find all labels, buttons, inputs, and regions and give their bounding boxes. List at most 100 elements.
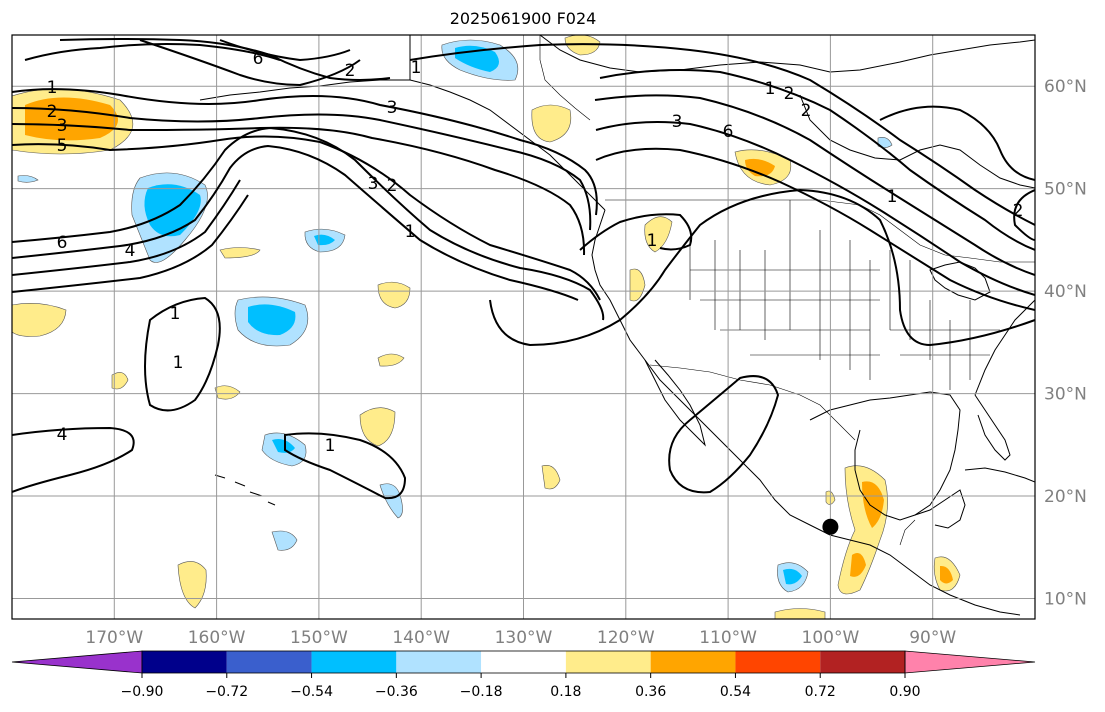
lon-tick-label: 90°W xyxy=(909,628,956,648)
shade-positive xyxy=(111,372,129,390)
colorbar-tick-label: −0.18 xyxy=(460,684,503,700)
contour-line xyxy=(144,296,221,412)
colorbar-bin xyxy=(311,651,397,673)
shade-positive xyxy=(531,104,572,143)
contour-line xyxy=(139,39,361,87)
contour-line xyxy=(409,43,1035,226)
shade-negative xyxy=(17,175,39,183)
contour-label: 4 xyxy=(57,425,68,445)
colorbar-bin xyxy=(226,651,312,673)
border-mexico-guatemala xyxy=(899,519,916,546)
contour-line xyxy=(12,107,592,231)
border-alaska-canada xyxy=(539,35,591,121)
lon-tick-label: 100°W xyxy=(802,628,860,648)
shade-positive xyxy=(214,385,241,400)
lat-tick-label: 60°N xyxy=(1044,77,1087,97)
lon-tick-label: 170°W xyxy=(85,628,143,648)
contour-label: 1 xyxy=(47,78,58,98)
contour-line xyxy=(12,123,586,256)
shade-positive-strong xyxy=(862,481,884,528)
contour-line xyxy=(12,88,598,216)
colorbar-tick-label: −0.54 xyxy=(290,684,333,700)
shade-negative xyxy=(271,530,298,551)
contour-line xyxy=(668,375,780,494)
shade-positive-strong xyxy=(745,158,775,177)
lat-tick-label: 20°N xyxy=(1044,487,1087,507)
contour-label: 2 xyxy=(801,101,812,121)
contour-line xyxy=(1013,189,1035,241)
colorbar-extend-high xyxy=(904,650,1036,674)
contour-line xyxy=(284,432,407,500)
shade-positive xyxy=(377,353,405,367)
colorbar-outline xyxy=(141,650,906,674)
lon-tick-label: 110°W xyxy=(699,628,757,648)
contour-line xyxy=(594,94,1035,276)
contour-label: 1 xyxy=(411,58,422,78)
lon-tick-label: 160°W xyxy=(188,628,246,648)
contour-line xyxy=(12,426,135,493)
latitude-tick-labels: 60°N 50°N 40°N 30°N 20°N 10°N xyxy=(1044,77,1087,609)
contour-line xyxy=(489,188,1035,347)
colorbar-bin xyxy=(735,651,821,673)
colorbar-tick-label: −0.90 xyxy=(121,684,164,700)
shade-negative-strong xyxy=(248,304,296,336)
coastline-alaska xyxy=(409,35,606,211)
colorbar-tick-label: 0.18 xyxy=(550,684,581,700)
coastline-east xyxy=(974,299,1035,396)
shade-positive-strong xyxy=(25,97,118,141)
coastline-gulf xyxy=(809,391,961,521)
anomaly-shading xyxy=(12,35,961,619)
lat-tick-label: 50°N xyxy=(1044,180,1087,200)
shade-positive xyxy=(629,268,646,302)
colorbar-tick-label: 0.72 xyxy=(805,684,836,700)
contour-label: 3 xyxy=(672,112,683,132)
contour-label: 1 xyxy=(405,222,416,242)
shade-positive xyxy=(219,247,261,259)
contour-label: 3 xyxy=(387,98,398,118)
contour-label: 5 xyxy=(57,136,68,156)
shade-positive xyxy=(541,465,561,490)
colorbar xyxy=(11,650,1036,674)
coastline-florida xyxy=(974,394,1011,461)
lon-tick-label: 130°W xyxy=(495,628,553,648)
lat-tick-label: 40°N xyxy=(1044,282,1087,302)
contour-label: 6 xyxy=(57,233,68,253)
lat-tick-label: 30°N xyxy=(1044,385,1087,405)
map-title: 2025061900 F024 xyxy=(449,9,597,28)
lon-tick-label: 120°W xyxy=(597,628,655,648)
shade-positive xyxy=(12,303,67,337)
contour-label: 1 xyxy=(647,231,658,251)
shade-negative-strong xyxy=(783,568,802,585)
contour-line xyxy=(12,126,605,321)
border-us-mexico xyxy=(649,364,856,441)
shade-positive xyxy=(177,561,207,609)
colorbar-tick-label: −0.72 xyxy=(205,684,248,700)
coastline-greatlakes xyxy=(929,261,991,301)
colorbar-tick-labels: −0.90 −0.72 −0.54 −0.36 −0.18 0.18 0.36 0.54 0.7… xyxy=(121,673,921,700)
contour-label: 1 xyxy=(170,304,181,324)
colorbar-bin xyxy=(481,651,566,673)
contour-label: 2 xyxy=(345,61,356,81)
contour-line xyxy=(595,147,1035,311)
colorbar-tick-label: 0.36 xyxy=(635,684,666,700)
colorbar-bin xyxy=(396,651,482,673)
colorbar-bin xyxy=(142,651,227,673)
contour-label: 1 xyxy=(765,79,776,99)
contour-label: 1 xyxy=(325,436,336,456)
border-us-canada xyxy=(605,199,1035,263)
contour-line xyxy=(579,213,693,251)
shade-negative-strong xyxy=(272,439,295,453)
shade-positive xyxy=(774,608,826,619)
coastline-hawaii xyxy=(214,474,276,506)
colorbar-bin xyxy=(650,651,736,673)
contour-label: 2 xyxy=(47,102,58,122)
colorbar-bin xyxy=(565,651,651,673)
contour-label: 2 xyxy=(784,84,795,104)
contour-label: 3 xyxy=(57,116,68,136)
colorbar-extend-low xyxy=(11,650,143,674)
political-borders xyxy=(539,35,1035,546)
shade-positive xyxy=(644,216,673,253)
contour-label: 4 xyxy=(125,241,136,261)
coastline-cuba xyxy=(964,467,1035,483)
